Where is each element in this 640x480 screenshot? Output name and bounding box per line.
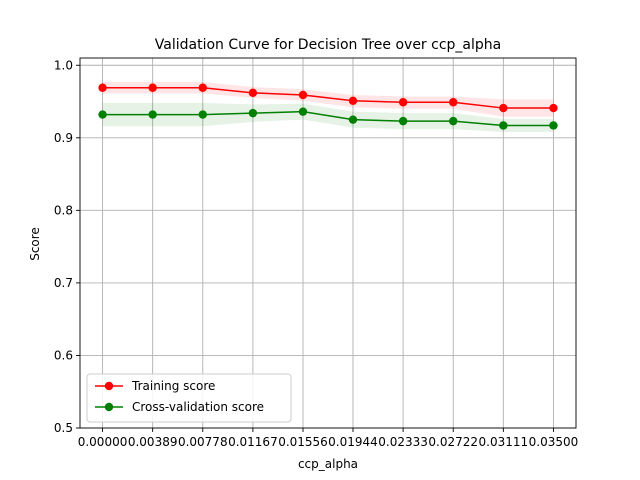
legend-box <box>86 373 292 423</box>
x-tick-label: 0.02333 <box>378 435 428 449</box>
training-score-point <box>398 98 408 107</box>
training-score-point <box>549 103 558 113</box>
training-score-point <box>98 83 107 92</box>
training-score-point <box>499 103 508 113</box>
cross-validation-legend-label: Cross-validation score <box>132 400 264 414</box>
cross-validation-score-point <box>549 121 558 130</box>
training-score-point <box>348 96 358 106</box>
x-tick-label: 0.01167 <box>228 435 278 449</box>
x-tick-label: 0.03500 <box>529 435 579 449</box>
x-tick-label: 0.03111 <box>479 435 529 449</box>
cross-validation-score-point <box>398 116 408 126</box>
x-tick-label: 0.01556 <box>278 435 328 449</box>
y-tick-label: 0.6 <box>54 348 73 362</box>
cross-validation-score-point <box>98 110 107 119</box>
cross-validation-score-point <box>449 116 458 126</box>
training-legend-marker <box>104 381 114 391</box>
cross-validation-score-point <box>148 110 157 119</box>
cross-validation-score-point <box>499 121 508 130</box>
y-axis-label: Score <box>28 227 42 261</box>
series-points <box>98 83 558 130</box>
x-tick-label: 0.00389 <box>128 435 178 449</box>
training-score-line <box>102 86 554 109</box>
training-score-point <box>298 90 308 100</box>
training-score-point <box>198 83 207 92</box>
training-score-point <box>148 83 157 92</box>
plot-frame <box>79 57 577 429</box>
chart-title: Validation Curve for Decision Tree over … <box>155 37 501 53</box>
y-tick-label: 0.5 <box>54 421 73 435</box>
x-axis-label: ccp_alpha <box>298 457 358 471</box>
y-tick-label: 1.0 <box>54 58 73 72</box>
training-score-point <box>248 88 258 98</box>
training-score-band <box>102 81 554 117</box>
cross-validation-score-point <box>348 115 358 124</box>
cross-validation-score-point <box>198 110 207 119</box>
cross-validation-score-point <box>298 107 308 116</box>
axis-ticks: 0.00000 0.00389 0.00778 0.01167 0.01556 0.019… <box>54 58 578 449</box>
y-tick-label: 0.8 <box>54 203 73 217</box>
training-score-point <box>449 98 458 107</box>
training-legend-label: Training score <box>131 379 215 393</box>
x-tick-label: 0.01944 <box>328 435 378 449</box>
legend: Training score Cross-validation score <box>86 373 292 423</box>
y-tick-label: 0.7 <box>54 276 73 290</box>
x-tick-label: 0.00000 <box>78 435 128 449</box>
confidence-bands <box>102 81 554 132</box>
cross-validation-legend-marker <box>104 402 114 412</box>
x-tick-label: 0.02722 <box>428 435 478 449</box>
series-lines <box>102 86 554 127</box>
cross-validation-score-line <box>102 110 554 127</box>
cross-validation-score-band <box>102 102 554 132</box>
x-tick-label: 0.00778 <box>178 435 228 449</box>
cross-validation-score-point <box>248 108 258 118</box>
y-tick-label: 0.9 <box>54 131 73 145</box>
